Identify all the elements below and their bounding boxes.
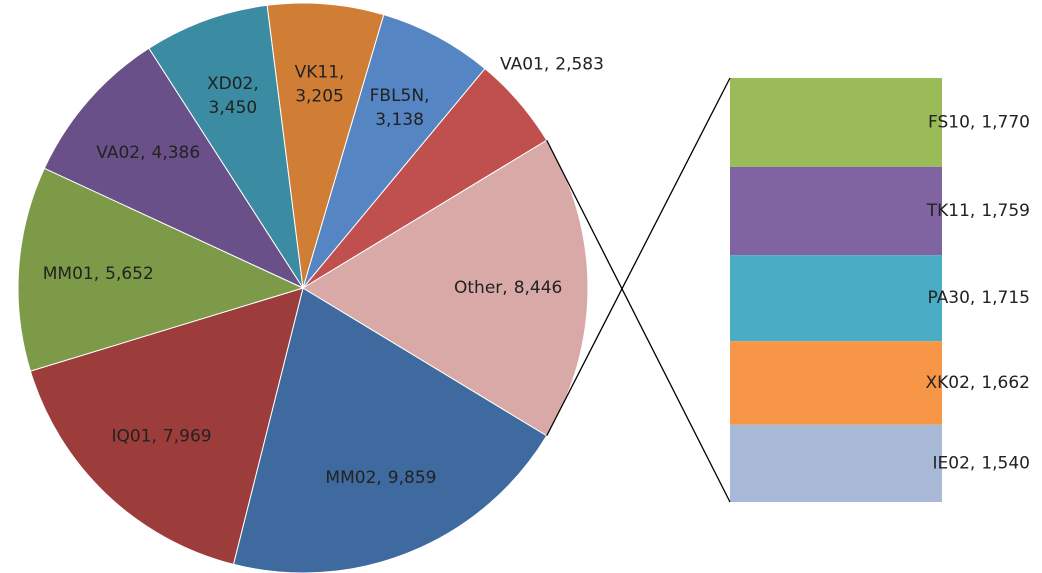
label-separator: , xyxy=(970,112,975,132)
pie-slice xyxy=(232,287,548,573)
bar-segment xyxy=(730,424,942,502)
label-value: 1,540 xyxy=(981,453,1030,473)
label-separator: , xyxy=(970,453,975,473)
pie-slice xyxy=(266,2,385,289)
bar-label: TK11, 1,759 xyxy=(926,201,1030,221)
label-name: IE02 xyxy=(933,453,970,473)
pie-slice xyxy=(148,4,304,289)
label-value: 1,662 xyxy=(981,373,1030,393)
label-separator: , xyxy=(94,264,99,284)
label-separator: , xyxy=(424,86,429,106)
label-separator: , xyxy=(140,143,145,163)
bar-label: PA30, 1,715 xyxy=(927,288,1030,308)
bar-segment xyxy=(730,166,942,256)
label-name: XD02 xyxy=(207,74,253,94)
slice-label: IQ01, 7,969 xyxy=(111,427,211,447)
label-name: PA30 xyxy=(927,288,969,308)
label-value: 3,138 xyxy=(375,110,424,130)
label-value: 8,446 xyxy=(514,278,563,298)
bar-segment xyxy=(730,78,942,167)
label-value: 2,583 xyxy=(555,55,604,75)
pie-slice xyxy=(17,167,305,372)
bar-segment xyxy=(730,341,942,425)
slice-label: VK11, 3,205 xyxy=(295,62,345,106)
connector-line xyxy=(546,139,731,503)
slice-label: VA02, 4,386 xyxy=(96,143,200,163)
label-name: IQ01 xyxy=(111,427,151,447)
slice-label: MM01, 5,652 xyxy=(43,264,154,284)
label-value: 1,759 xyxy=(981,201,1030,221)
bar-segment xyxy=(730,255,942,342)
pie-slice xyxy=(43,47,305,290)
label-separator: , xyxy=(970,288,975,308)
label-separator: , xyxy=(376,468,381,488)
label-separator: , xyxy=(152,427,157,447)
connector-line xyxy=(546,77,731,437)
slice-label: VA01, 2,583 xyxy=(500,55,604,75)
label-separator: , xyxy=(253,74,258,94)
slice-label: FBL5N, 3,138 xyxy=(370,86,430,130)
label-name: VK11 xyxy=(295,62,339,82)
bar-label: FS10, 1,770 xyxy=(928,112,1030,132)
pie-slice xyxy=(29,287,304,565)
label-value: 1,715 xyxy=(981,288,1030,308)
label-name: MM02 xyxy=(325,468,376,488)
label-name: MM01 xyxy=(43,264,94,284)
pie-slice xyxy=(302,14,486,289)
label-name: FS10 xyxy=(928,112,970,132)
label-value: 3,205 xyxy=(295,86,344,106)
label-value: 4,386 xyxy=(152,143,201,163)
label-value: 3,450 xyxy=(209,98,258,118)
label-value: 7,969 xyxy=(163,427,212,447)
label-name: VA01 xyxy=(500,55,544,75)
label-separator: , xyxy=(502,278,507,298)
label-separator: , xyxy=(544,55,549,75)
slice-label: Other, 8,446 xyxy=(454,278,562,298)
label-name: XK02 xyxy=(925,373,969,393)
bar-label: IE02, 1,540 xyxy=(933,453,1030,473)
label-name: Other xyxy=(454,278,502,298)
bar-label: XK02, 1,662 xyxy=(925,373,1030,393)
label-value: 9,859 xyxy=(388,468,437,488)
label-separator: , xyxy=(339,62,344,82)
slice-label: XD02, 3,450 xyxy=(207,74,259,118)
label-value: 5,652 xyxy=(105,264,154,284)
label-name: FBL5N xyxy=(370,86,424,106)
label-value: 1,770 xyxy=(981,112,1030,132)
label-separator: , xyxy=(970,373,975,393)
label-name: TK11 xyxy=(926,201,970,221)
label-separator: , xyxy=(970,201,975,221)
slice-label: MM02, 9,859 xyxy=(325,468,436,488)
label-name: VA02 xyxy=(96,143,140,163)
